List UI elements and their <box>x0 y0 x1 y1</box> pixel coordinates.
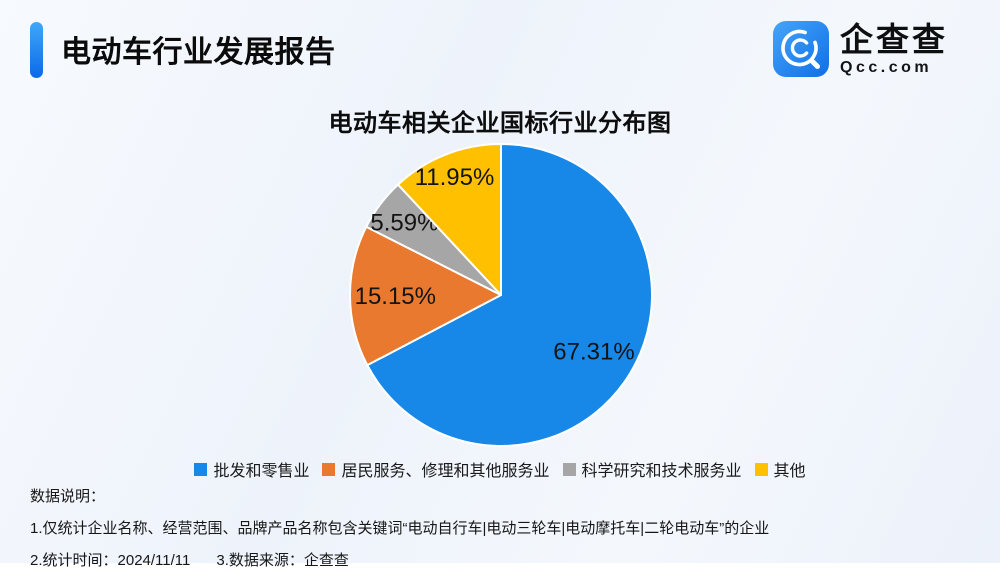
pie-value-label-3: 11.95% <box>415 164 495 191</box>
pie-value-label-1: 15.15% <box>355 283 436 310</box>
legend-item-scientific-research: 科学研究和技术服务业 <box>562 457 742 481</box>
logo-brand-name: 企查查 <box>840 21 948 58</box>
chart-legend: 批发和零售业 居民服务、修理和其他服务业 科学研究和技术服务业 其他 <box>0 457 1000 481</box>
chart-title: 电动车相关企业国标行业分布图 <box>328 110 672 137</box>
pie-slice-3 <box>396 143 502 296</box>
legend-item-resident-services: 居民服务、修理和其他服务业 <box>322 457 550 481</box>
title-accent-bar <box>30 22 43 78</box>
notes-stat-time: 2.统计时间：2024/11/11 <box>30 552 191 569</box>
legend-item-wholesale-retail: 批发和零售业 <box>194 457 309 481</box>
notes-line-2: 2.统计时间：2024/11/11 3.数据来源：企查查 <box>30 549 769 570</box>
legend-swatch-orange <box>322 462 336 476</box>
logo-text: 企查查 Qcc.com <box>840 21 948 77</box>
legend-swatch-gray <box>562 462 576 476</box>
pie-value-label-0: 67.31% <box>553 338 634 365</box>
data-notes: 数据说明： 1.仅统计企业名称、经营范围、品牌产品名称包含关键词“电动自行车|电… <box>30 485 769 570</box>
pie-chart: 67.31%15.15%5.59%11.95% <box>349 143 653 447</box>
pie-slice-1 <box>349 225 502 367</box>
logo-domain: Qcc.com <box>840 59 933 76</box>
notes-data-source: 3.数据来源：企查查 <box>216 552 349 569</box>
legend-label: 科学研究和技术服务业 <box>581 463 742 480</box>
notes-heading: 数据说明： <box>30 488 106 505</box>
notes-line-1: 1.仅统计企业名称、经营范围、品牌产品名称包含关键词“电动自行车|电动三轮车|电… <box>30 520 770 537</box>
report-title: 电动车行业发展报告 <box>61 36 336 69</box>
legend-label: 批发和零售业 <box>213 463 310 480</box>
legend-label: 其他 <box>773 463 806 480</box>
legend-swatch-yellow <box>754 462 768 476</box>
legend-item-other: 其他 <box>754 457 806 481</box>
pie-slice-0 <box>366 143 653 447</box>
qcc-magnifier-icon <box>773 21 829 77</box>
legend-swatch-blue <box>194 462 208 476</box>
legend-label: 居民服务、修理和其他服务业 <box>341 463 550 480</box>
qcc-logo: 企查查 Qcc.com <box>772 19 948 79</box>
